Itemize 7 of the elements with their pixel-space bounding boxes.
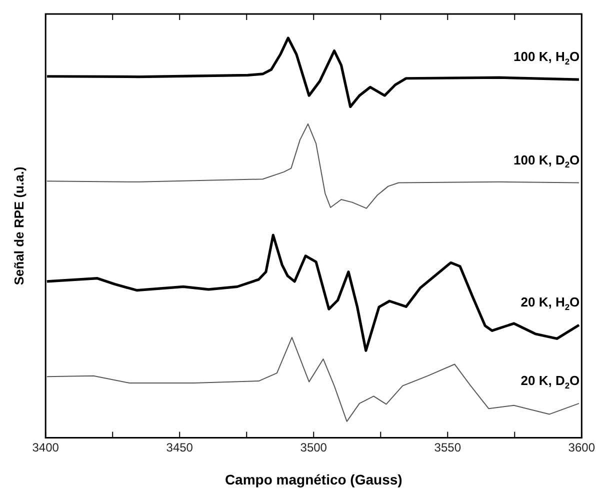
x-tick-label: 3450: [166, 440, 194, 454]
x-axis-title: Campo magnético (Gauss): [224, 471, 402, 488]
x-tick-label: 3500: [300, 440, 328, 454]
y-axis-title: Señal de RPE (u.a.): [11, 166, 26, 286]
x-tick-label: 3600: [568, 440, 596, 454]
x-tick-label: 3550: [434, 440, 462, 454]
x-tick-label: 3400: [32, 440, 60, 454]
